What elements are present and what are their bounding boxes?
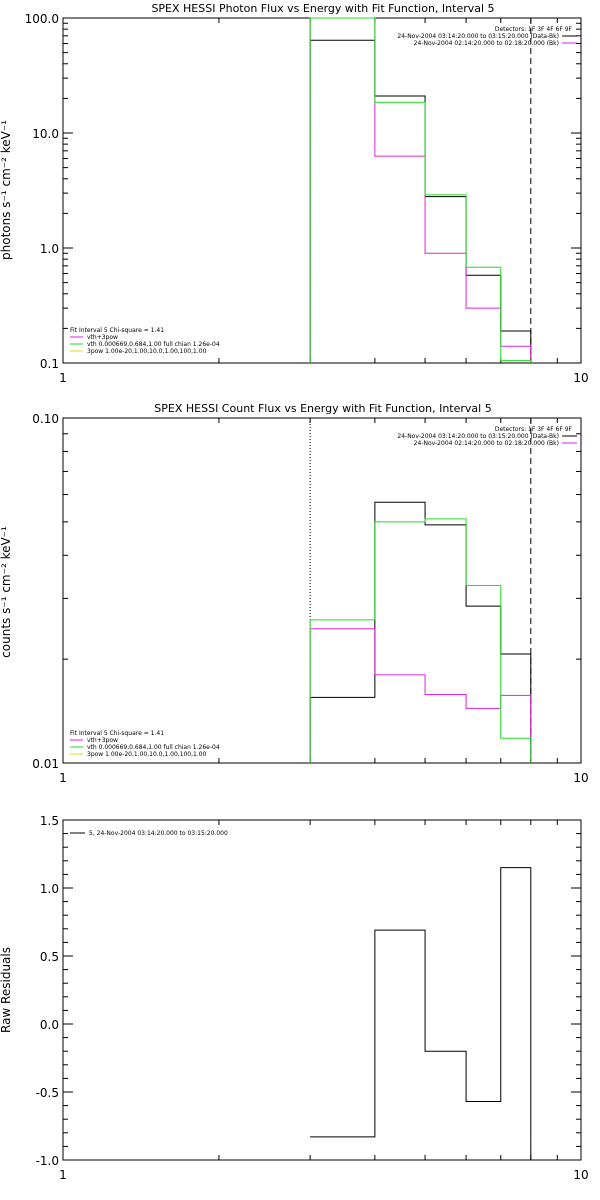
x-tick-label: 10: [573, 371, 588, 385]
photon-flux-title: SPEX HESSI Photon Flux vs Energy with Fi…: [151, 2, 494, 15]
legend-entry-vth: vth 0.000669,0.684,1.00 full chian 1.26e…: [87, 341, 220, 348]
legend-entry-vth3pow: vth+3pow: [87, 334, 118, 341]
y-tick-label: 0.0: [40, 1018, 59, 1032]
residuals-plot-frame: [62, 819, 582, 1161]
photon-flux-ylabel: photons s⁻¹ cm⁻² keV⁻¹: [0, 120, 13, 260]
residuals-xticks: 1 10: [59, 820, 589, 1182]
x-tick-label: 10: [573, 771, 588, 785]
legend-entry-interval: 5, 24-Nov-2004 03:14:20.000 to 03:15:20.…: [89, 830, 228, 837]
x-tick-label: 1: [59, 1168, 67, 1182]
photon-flux-yticks: 0.1 1.0 10.0 100.0: [25, 12, 581, 371]
series-line-2: [309, 518, 532, 763]
y-tick-label: 0.10: [32, 412, 59, 426]
y-tick-label: 100.0: [25, 12, 59, 26]
legend-entry-3pow: 3pow 1.00e-20,1.00,10.0,1.00,100,1.00: [87, 751, 207, 758]
count-flux-legend-bottom: Fit Interval 5 Chi-square = 1.41 vth+3po…: [70, 730, 220, 758]
y-tick-label: 0.01: [32, 757, 59, 771]
legend-fit-header: Fit Interval 5 Chi-square = 1.41: [70, 327, 164, 334]
count-flux-yticks: 0.01 0.10: [32, 412, 581, 771]
count-flux-xticks: 1 10: [59, 418, 589, 785]
y-tick-label: 1.0: [40, 882, 59, 896]
x-tick-label: 10: [573, 1168, 588, 1182]
legend-fit-header: Fit Interval 5 Chi-square = 1.41: [70, 730, 164, 737]
legend-entry-vth: vth 0.000669,0.684,1.00 full chian 1.26e…: [87, 744, 220, 751]
photon-flux-vlines: [309, 18, 532, 363]
residuals-series: [310, 867, 532, 1160]
y-tick-label: -1.0: [36, 1154, 59, 1168]
photon-flux-series: [309, 17, 532, 363]
residuals-yticks: -1.0 -0.5 0.0 0.5 1.0 1.5: [36, 814, 581, 1168]
legend-entry-3pow: 3pow 1.00e-20,1.00,10.0,1.00,100,1.00: [87, 348, 207, 355]
series-line-1: [309, 628, 532, 763]
count-flux-ylabel: counts s⁻¹ cm⁻² keV⁻¹: [0, 526, 13, 658]
series-line-1: [309, 17, 532, 363]
photon-flux-plot-frame: [62, 17, 582, 364]
series-line-0: [309, 39, 532, 363]
series-line-0: [309, 501, 532, 763]
legend-entry-bk: 24-Nov-2004 02:14:20.000 to 02:18:20.000…: [414, 40, 559, 47]
y-tick-label: 10.0: [32, 127, 59, 141]
legend-detectors: Detectors: 1F 3F 4F 6F 9F: [495, 426, 573, 433]
y-tick-label: 1.5: [40, 814, 59, 828]
series-line-2: [309, 17, 532, 363]
count-flux-series: [309, 501, 532, 763]
count-flux-vlines: [309, 418, 532, 763]
series-line-0: [310, 867, 532, 1160]
count-flux-plot-frame: [62, 417, 582, 764]
x-tick-label: 1: [59, 771, 67, 785]
residuals-ylabel: Raw Residuals: [0, 947, 13, 1033]
legend-entry-data-bk: 24-Nov-2004 03:14:20.000 to 03:15:20.000…: [397, 33, 559, 40]
legend-detectors: Detectors: 1F 3F 4F 6F 9F: [495, 26, 573, 33]
y-tick-label: 0.5: [40, 950, 59, 964]
y-tick-label: 0.1: [40, 357, 59, 371]
photon-flux-legend-top: Detectors: 1F 3F 4F 6F 9F 24-Nov-2004 03…: [397, 26, 577, 47]
photon-flux-legend-bottom: Fit Interval 5 Chi-square = 1.41 vth+3po…: [70, 327, 220, 355]
x-tick-label: 1: [59, 371, 67, 385]
legend-entry-bk: 24-Nov-2004 02:14:20.000 to 02:18:20.000…: [414, 440, 559, 447]
photon-flux-panel: SPEX HESSI Photon Flux vs Energy with Fi…: [0, 2, 589, 385]
legend-entry-vth3pow: vth+3pow: [87, 737, 118, 744]
count-flux-legend-top: Detectors: 1F 3F 4F 6F 9F 24-Nov-2004 03…: [397, 426, 577, 447]
y-tick-label: -0.5: [36, 1086, 59, 1100]
residuals-panel: Raw Residuals -1.0 -0.5 0.0 0.5 1.0 1.5 1 10 5…: [0, 814, 589, 1182]
y-tick-label: 1.0: [40, 242, 59, 256]
residuals-legend: 5, 24-Nov-2004 03:14:20.000 to 03:15:20.…: [70, 830, 228, 837]
count-flux-title: SPEX HESSI Count Flux vs Energy with Fit…: [154, 402, 491, 415]
count-flux-panel: SPEX HESSI Count Flux vs Energy with Fit…: [0, 402, 589, 785]
legend-entry-data-bk: 24-Nov-2004 03:14:20.000 to 03:15:20.000…: [397, 433, 559, 440]
